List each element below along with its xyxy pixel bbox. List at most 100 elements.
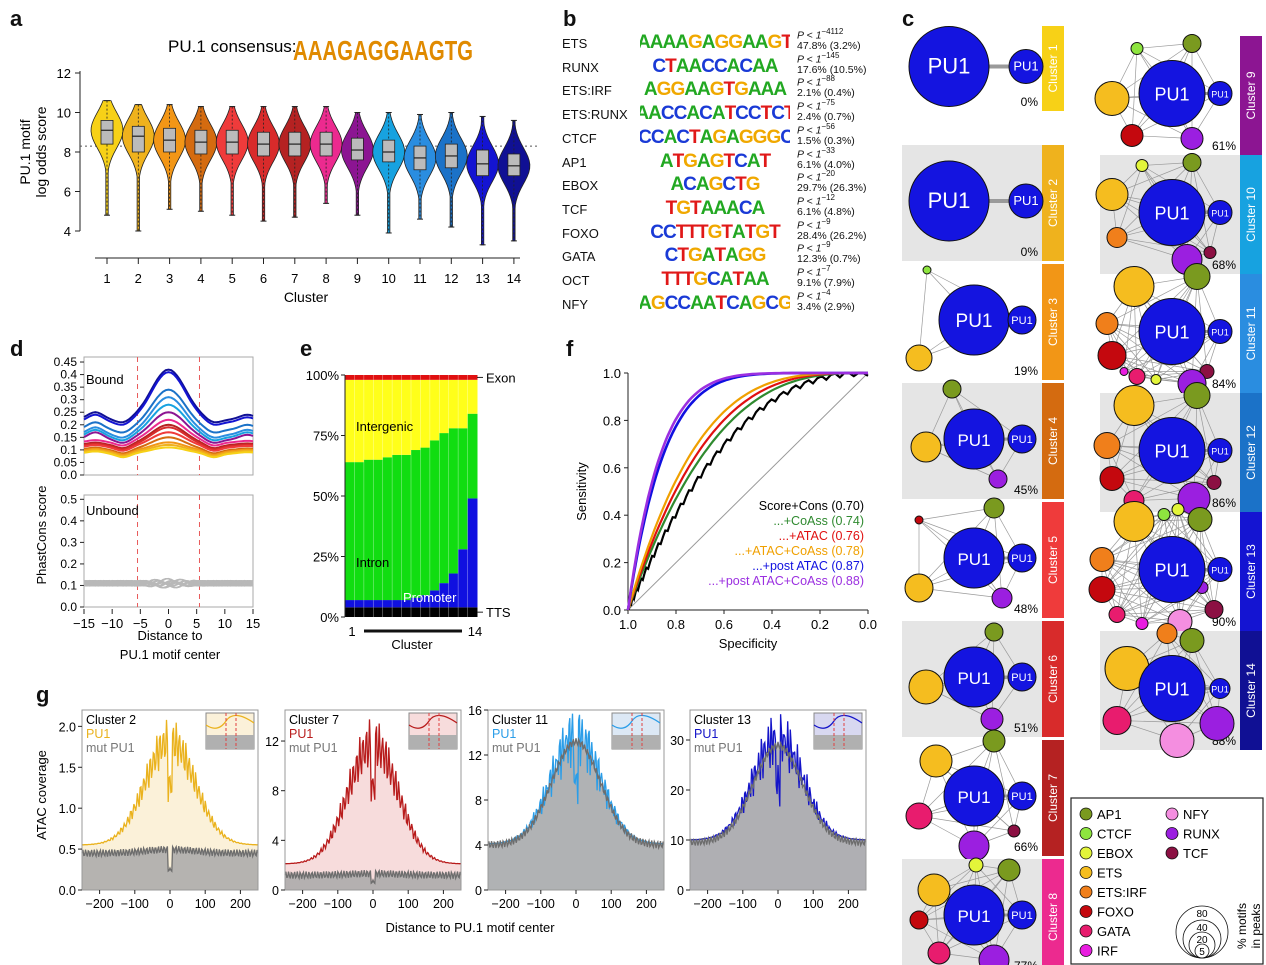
motif-pvalue: P < 1−12 bbox=[797, 192, 835, 208]
panel-d-xlabel-2: PU.1 motif center bbox=[120, 647, 221, 662]
network-edge bbox=[1166, 633, 1221, 689]
mut-legend: mut PU1 bbox=[289, 741, 338, 755]
panel-label-g: g bbox=[36, 682, 50, 707]
network-cluster-5: Cluster 5 48% PU1 PU1 bbox=[904, 497, 1064, 618]
pu1-node-label: PU1 bbox=[957, 907, 990, 926]
panel-d-phastcons-chart: 0.00.050.10.150.20.250.30.350.40.450.00.… bbox=[34, 355, 260, 662]
panel-f-xlabel: Specificity bbox=[719, 636, 778, 651]
motif-node-ap1 bbox=[984, 622, 1004, 642]
bar-segment-intron bbox=[401, 454, 412, 601]
ytick-label: 0 bbox=[272, 884, 279, 898]
motif-node-runx bbox=[978, 944, 1010, 965]
motif-node-gata bbox=[1102, 706, 1132, 735]
panel-a-ytick-label: 8 bbox=[64, 145, 71, 160]
bar-segment-exon bbox=[373, 375, 384, 380]
consensus-logo: AAAGAGGAAGTG bbox=[293, 35, 473, 66]
bar-segment-intron bbox=[373, 459, 384, 601]
cluster-strip-label: Cluster 2 bbox=[1046, 179, 1060, 227]
pu1-runx-node-label: PU1 bbox=[1011, 791, 1032, 803]
panel-a-box bbox=[507, 153, 521, 177]
motif-percent: 12.3% (0.7%) bbox=[797, 253, 861, 266]
panel-f-xtick-label: 0.8 bbox=[667, 617, 685, 632]
motif-name: FOXO bbox=[562, 225, 599, 241]
motif-node-gata bbox=[1128, 368, 1146, 385]
size-legend-value: 5 bbox=[1199, 947, 1205, 958]
roc-curve bbox=[626, 371, 868, 611]
bar-segment-exon bbox=[345, 375, 355, 380]
pu1-runx-node-label: PU1 bbox=[1211, 447, 1229, 457]
legend-label: ETS bbox=[1097, 866, 1123, 881]
motif-pvalue: P < 1−9 bbox=[797, 240, 831, 255]
ytick-label: 12 bbox=[265, 735, 279, 749]
motif-node-ets bbox=[908, 669, 944, 705]
bar-segment-promoter bbox=[354, 600, 365, 608]
motif-node-ets-irf bbox=[1156, 623, 1178, 644]
legend-swatch bbox=[1165, 807, 1179, 821]
panel-a-xtick-label: 14 bbox=[507, 271, 521, 286]
panel-d-ytick-label: 0.1 bbox=[60, 578, 77, 592]
pu1-legend: PU1 bbox=[492, 727, 516, 741]
bar-segment-exon bbox=[420, 375, 431, 380]
bar-segment-intron bbox=[382, 457, 393, 601]
panel-d-unbound-label: Unbound bbox=[86, 503, 139, 518]
network-edge bbox=[1196, 395, 1215, 483]
cluster-percentage: 51% bbox=[1014, 721, 1038, 735]
bar-segment-intergenic bbox=[411, 379, 421, 451]
legend-swatch bbox=[1079, 924, 1093, 938]
bar-segment-promoter bbox=[467, 498, 478, 608]
motif-pvalue: P < 1−20 bbox=[797, 169, 835, 184]
cluster-strip-label: Cluster 4 bbox=[1046, 417, 1060, 465]
network-edge bbox=[1116, 609, 1215, 615]
network-edge bbox=[1199, 519, 1215, 610]
size-legend-value: 80 bbox=[1196, 909, 1208, 920]
xtick-label: 0 bbox=[167, 897, 174, 911]
cluster-strip-label: Cluster 14 bbox=[1244, 663, 1258, 718]
network-cluster-13: Cluster 13 90% PU1 PU1 bbox=[1088, 501, 1262, 634]
motif-node-ets bbox=[1113, 385, 1155, 426]
pu1-runx-node bbox=[1207, 200, 1233, 225]
xtick-label: 0 bbox=[573, 897, 580, 911]
pu1-coverage-fill bbox=[285, 719, 461, 890]
bar-segment-tts bbox=[363, 607, 374, 617]
bar-segment-intergenic bbox=[439, 379, 450, 434]
panel-a-ytick-label: 12 bbox=[57, 66, 71, 81]
plot-title: Cluster 2 bbox=[86, 713, 136, 727]
panel-a-box bbox=[350, 137, 364, 161]
bar-segment-intergenic bbox=[363, 379, 374, 460]
bar-segment-intron bbox=[363, 459, 374, 601]
bar-segment-promoter bbox=[439, 583, 450, 608]
panel-a-xtick-label: 4 bbox=[197, 271, 204, 286]
network-cluster-1: Cluster 1 0% PU1 PU1 bbox=[908, 26, 1064, 111]
mut-coverage-line bbox=[487, 737, 665, 851]
panel-a-xtick-label: 3 bbox=[166, 271, 173, 286]
motif-node-ctcf bbox=[1157, 508, 1171, 521]
motif-node-ets bbox=[919, 744, 953, 778]
mut-coverage-line bbox=[689, 740, 867, 848]
motif-row-ap1: AP1 A T G A G T C A T P < 1−33 6.1% (4.0%) bbox=[560, 145, 900, 173]
bar-segment-promoter bbox=[401, 600, 412, 608]
pu1-runx-node bbox=[1007, 900, 1037, 930]
pu1-node-label: PU1 bbox=[1154, 323, 1189, 343]
mut-coverage-fill bbox=[690, 741, 866, 890]
motif-node-ap1 bbox=[983, 497, 1005, 519]
motif-node-irf bbox=[1119, 367, 1129, 376]
pu1-node bbox=[1138, 655, 1206, 722]
motif-node-runx bbox=[958, 830, 990, 862]
cluster-percentage: 61% bbox=[1212, 139, 1236, 153]
motif-node-ap1 bbox=[942, 379, 962, 399]
motif-percent: 6.1% (4.8%) bbox=[797, 205, 855, 218]
motif-node-tcf bbox=[1206, 475, 1222, 490]
label-tts: TTS bbox=[486, 605, 511, 620]
bound-series-line bbox=[83, 371, 254, 426]
motif-name: CTCF bbox=[562, 130, 597, 146]
motif-pvalue: P < 1−33 bbox=[797, 145, 835, 161]
bar-segment-exon bbox=[354, 375, 365, 380]
panel-f-xtick-label: 0.4 bbox=[763, 617, 781, 632]
panel-d-ytick-label: 0.35 bbox=[54, 380, 78, 394]
motif-node-ap1 bbox=[982, 729, 1006, 753]
motif-node-ets bbox=[904, 573, 934, 603]
